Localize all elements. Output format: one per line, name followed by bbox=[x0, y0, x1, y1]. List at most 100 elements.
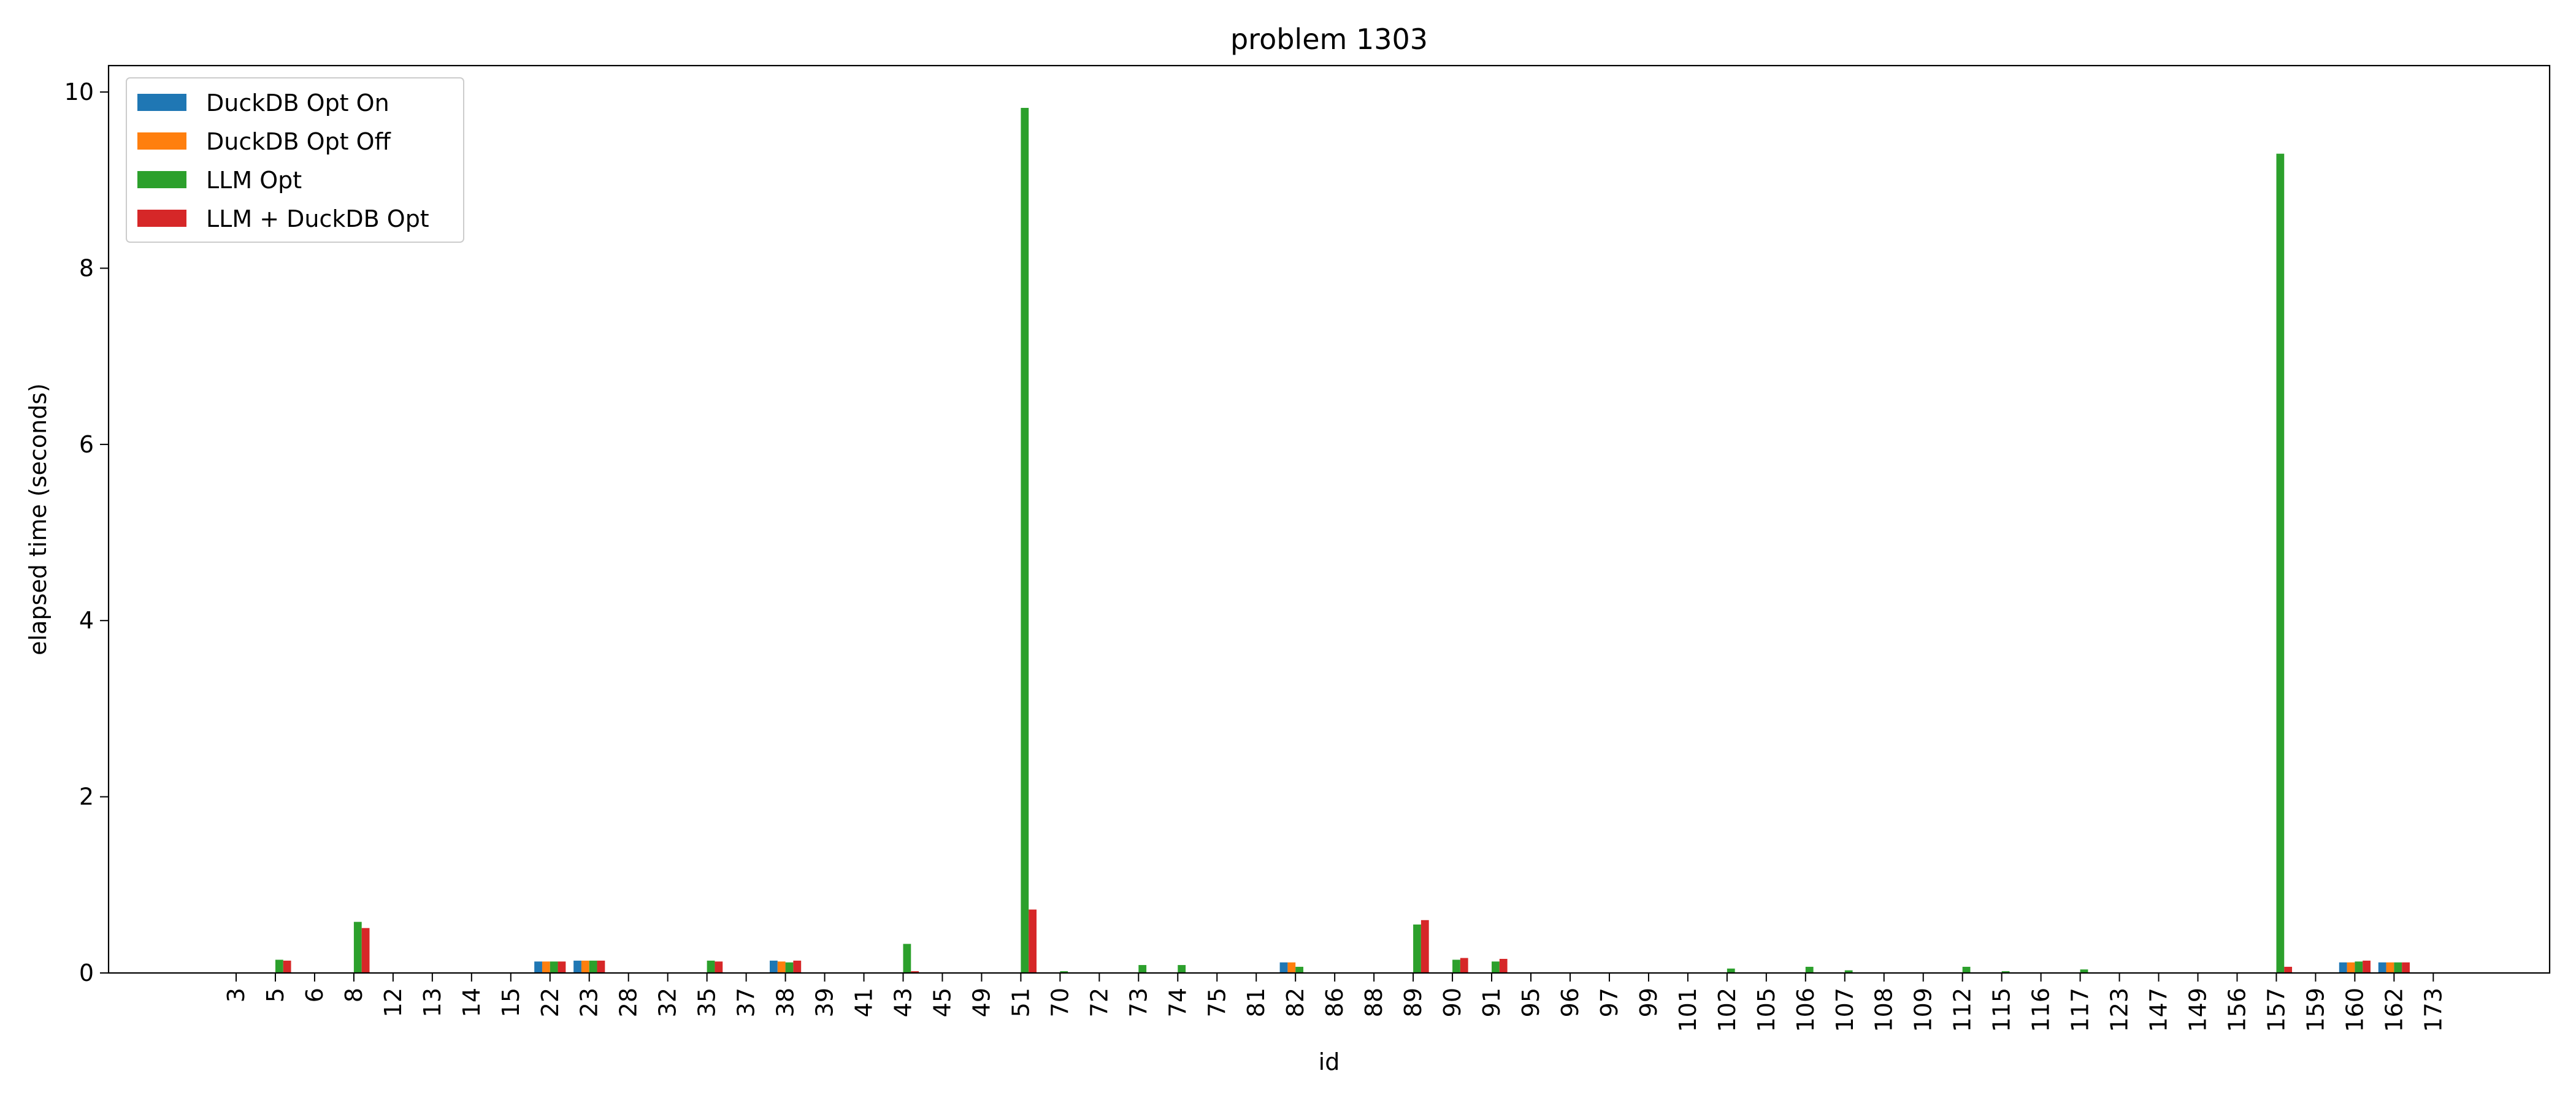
x-tick-label: 90 bbox=[1439, 988, 1466, 1017]
x-tick-label: 82 bbox=[1282, 988, 1309, 1017]
x-tick-label: 162 bbox=[2380, 988, 2407, 1032]
bar bbox=[1295, 966, 1303, 973]
x-tick-label: 23 bbox=[576, 988, 603, 1017]
x-tick-label: 115 bbox=[1988, 988, 2015, 1032]
bar bbox=[550, 961, 558, 973]
x-tick-label: 108 bbox=[1871, 988, 1898, 1032]
x-tick-label: 13 bbox=[419, 988, 446, 1017]
bar bbox=[1029, 909, 1037, 973]
bar bbox=[2386, 962, 2394, 973]
x-tick-label: 149 bbox=[2185, 988, 2212, 1032]
bar bbox=[581, 960, 589, 973]
x-tick-label: 102 bbox=[1714, 988, 1741, 1032]
x-tick-label: 81 bbox=[1243, 988, 1270, 1017]
x-tick-label: 112 bbox=[1949, 988, 1976, 1032]
x-tick-label: 123 bbox=[2106, 988, 2133, 1032]
x-tick-label: 38 bbox=[772, 988, 799, 1017]
bar bbox=[1279, 962, 1288, 973]
bar bbox=[911, 971, 919, 973]
x-tick-label: 6 bbox=[301, 988, 328, 1002]
x-tick-label: 73 bbox=[1125, 988, 1152, 1017]
x-tick-label: 88 bbox=[1360, 988, 1387, 1017]
y-tick-label: 4 bbox=[79, 607, 94, 634]
x-tick-label: 37 bbox=[733, 988, 760, 1017]
bar bbox=[1060, 971, 1068, 973]
y-tick-label: 10 bbox=[64, 78, 94, 105]
y-tick-label: 8 bbox=[79, 254, 94, 281]
x-tick-label: 101 bbox=[1674, 988, 1701, 1032]
legend-swatch bbox=[137, 171, 186, 188]
x-tick-label: 51 bbox=[1007, 988, 1034, 1017]
y-axis-label: elapsed time (seconds) bbox=[25, 383, 52, 655]
legend-swatch bbox=[137, 94, 186, 111]
x-tick-label: 70 bbox=[1046, 988, 1073, 1017]
x-tick-label: 160 bbox=[2341, 988, 2368, 1032]
bar bbox=[2080, 969, 2088, 973]
bar bbox=[1413, 924, 1421, 973]
bar bbox=[1492, 961, 1500, 973]
x-tick-label: 12 bbox=[380, 988, 407, 1017]
x-tick-label: 32 bbox=[654, 988, 681, 1017]
legend-label: DuckDB Opt On bbox=[206, 90, 389, 116]
legend-label: DuckDB Opt Off bbox=[206, 128, 391, 155]
x-tick-label: 14 bbox=[458, 988, 485, 1017]
bar bbox=[1844, 970, 1853, 973]
bar bbox=[2347, 962, 2355, 973]
bar bbox=[2276, 153, 2285, 973]
x-tick-label: 8 bbox=[340, 988, 367, 1002]
bar bbox=[534, 961, 542, 973]
x-tick-label: 95 bbox=[1517, 988, 1544, 1017]
x-tick-label: 5 bbox=[262, 988, 289, 1002]
bar bbox=[707, 960, 715, 973]
x-tick-label: 106 bbox=[1792, 988, 1819, 1032]
plot-frame bbox=[107, 64, 2551, 974]
legend-label: LLM Opt bbox=[206, 167, 302, 194]
bar bbox=[283, 960, 291, 973]
bar bbox=[1138, 965, 1147, 973]
bar bbox=[777, 961, 786, 973]
bar bbox=[275, 959, 283, 973]
bar bbox=[903, 944, 911, 973]
bar bbox=[1420, 920, 1429, 973]
bar bbox=[1452, 959, 1460, 973]
legend-swatch bbox=[137, 132, 186, 150]
legend: DuckDB Opt On DuckDB Opt Off LLM Opt LLM + … bbox=[126, 77, 464, 243]
x-tick-label: 74 bbox=[1164, 988, 1191, 1017]
x-tick-label: 109 bbox=[1910, 988, 1937, 1032]
x-tick-label: 147 bbox=[2145, 988, 2172, 1032]
bar bbox=[2378, 962, 2386, 973]
x-tick-label: 35 bbox=[694, 988, 721, 1017]
x-tick-label: 159 bbox=[2302, 988, 2329, 1032]
y-tick-label: 2 bbox=[79, 784, 94, 810]
x-tick-label: 86 bbox=[1321, 988, 1348, 1017]
bars-layer bbox=[275, 107, 2410, 974]
x-tick-label: 96 bbox=[1557, 988, 1584, 1017]
x-tick-label: 116 bbox=[2028, 988, 2055, 1032]
legend-box bbox=[126, 77, 464, 243]
bar bbox=[1962, 966, 1971, 973]
x-tick-label: 156 bbox=[2223, 988, 2250, 1032]
bar bbox=[1021, 107, 1029, 974]
bar bbox=[1805, 966, 1814, 973]
x-tick-label: 105 bbox=[1753, 988, 1780, 1032]
bar bbox=[793, 960, 802, 973]
x-tick-label: 43 bbox=[889, 988, 916, 1017]
x-tick-label: 97 bbox=[1596, 988, 1623, 1017]
bar bbox=[2339, 962, 2347, 973]
bar bbox=[769, 960, 778, 973]
x-tick-label: 173 bbox=[2420, 988, 2447, 1032]
bar bbox=[573, 960, 581, 973]
x-tick-label: 39 bbox=[811, 988, 838, 1017]
bar bbox=[2355, 961, 2363, 973]
y-tick-label: 0 bbox=[79, 959, 94, 986]
x-tick-label: 72 bbox=[1086, 988, 1113, 1017]
legend-label: LLM + DuckDB Opt bbox=[206, 205, 429, 232]
x-tick-label: 45 bbox=[929, 988, 956, 1017]
x-tick-label: 107 bbox=[1831, 988, 1858, 1032]
bar bbox=[353, 921, 362, 973]
x-tick-label: 3 bbox=[223, 988, 250, 1002]
y-tick-label: 6 bbox=[79, 431, 94, 458]
x-tick-label: 41 bbox=[851, 988, 878, 1017]
